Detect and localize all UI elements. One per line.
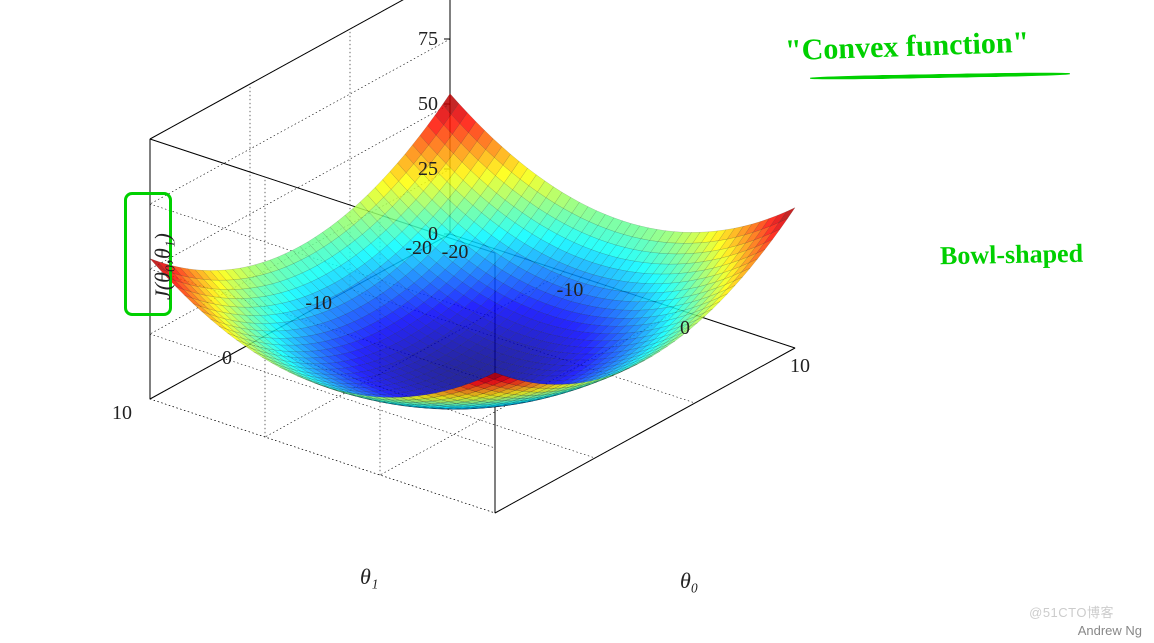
svg-text:25: 25: [418, 158, 438, 180]
svg-text:0: 0: [680, 317, 690, 339]
surface-mesh: [150, 94, 795, 410]
x-axis-label: θ₀: [680, 568, 698, 594]
surface-plot-3d: 0255075100-20-10010-20-10010: [0, 0, 1154, 643]
watermark-text: @51CTO博客: [1029, 602, 1114, 621]
svg-text:-20: -20: [405, 237, 432, 259]
svg-text:-10: -10: [557, 279, 584, 301]
svg-text:10: 10: [112, 402, 132, 424]
svg-text:75: 75: [418, 28, 438, 50]
svg-text:-20: -20: [442, 241, 469, 263]
svg-text:-10: -10: [305, 292, 332, 314]
svg-text:50: 50: [418, 93, 438, 115]
attribution-text: Andrew Ng: [1078, 623, 1142, 638]
svg-text:0: 0: [222, 347, 232, 369]
z-axis-label: J(θ₀,θ₁): [150, 233, 176, 300]
svg-text:10: 10: [790, 355, 810, 377]
figure-stage: 0255075100-20-10010-20-10010 J(θ₀,θ₁) θ₀…: [0, 0, 1154, 643]
y-axis-label: θ₁: [360, 564, 378, 590]
